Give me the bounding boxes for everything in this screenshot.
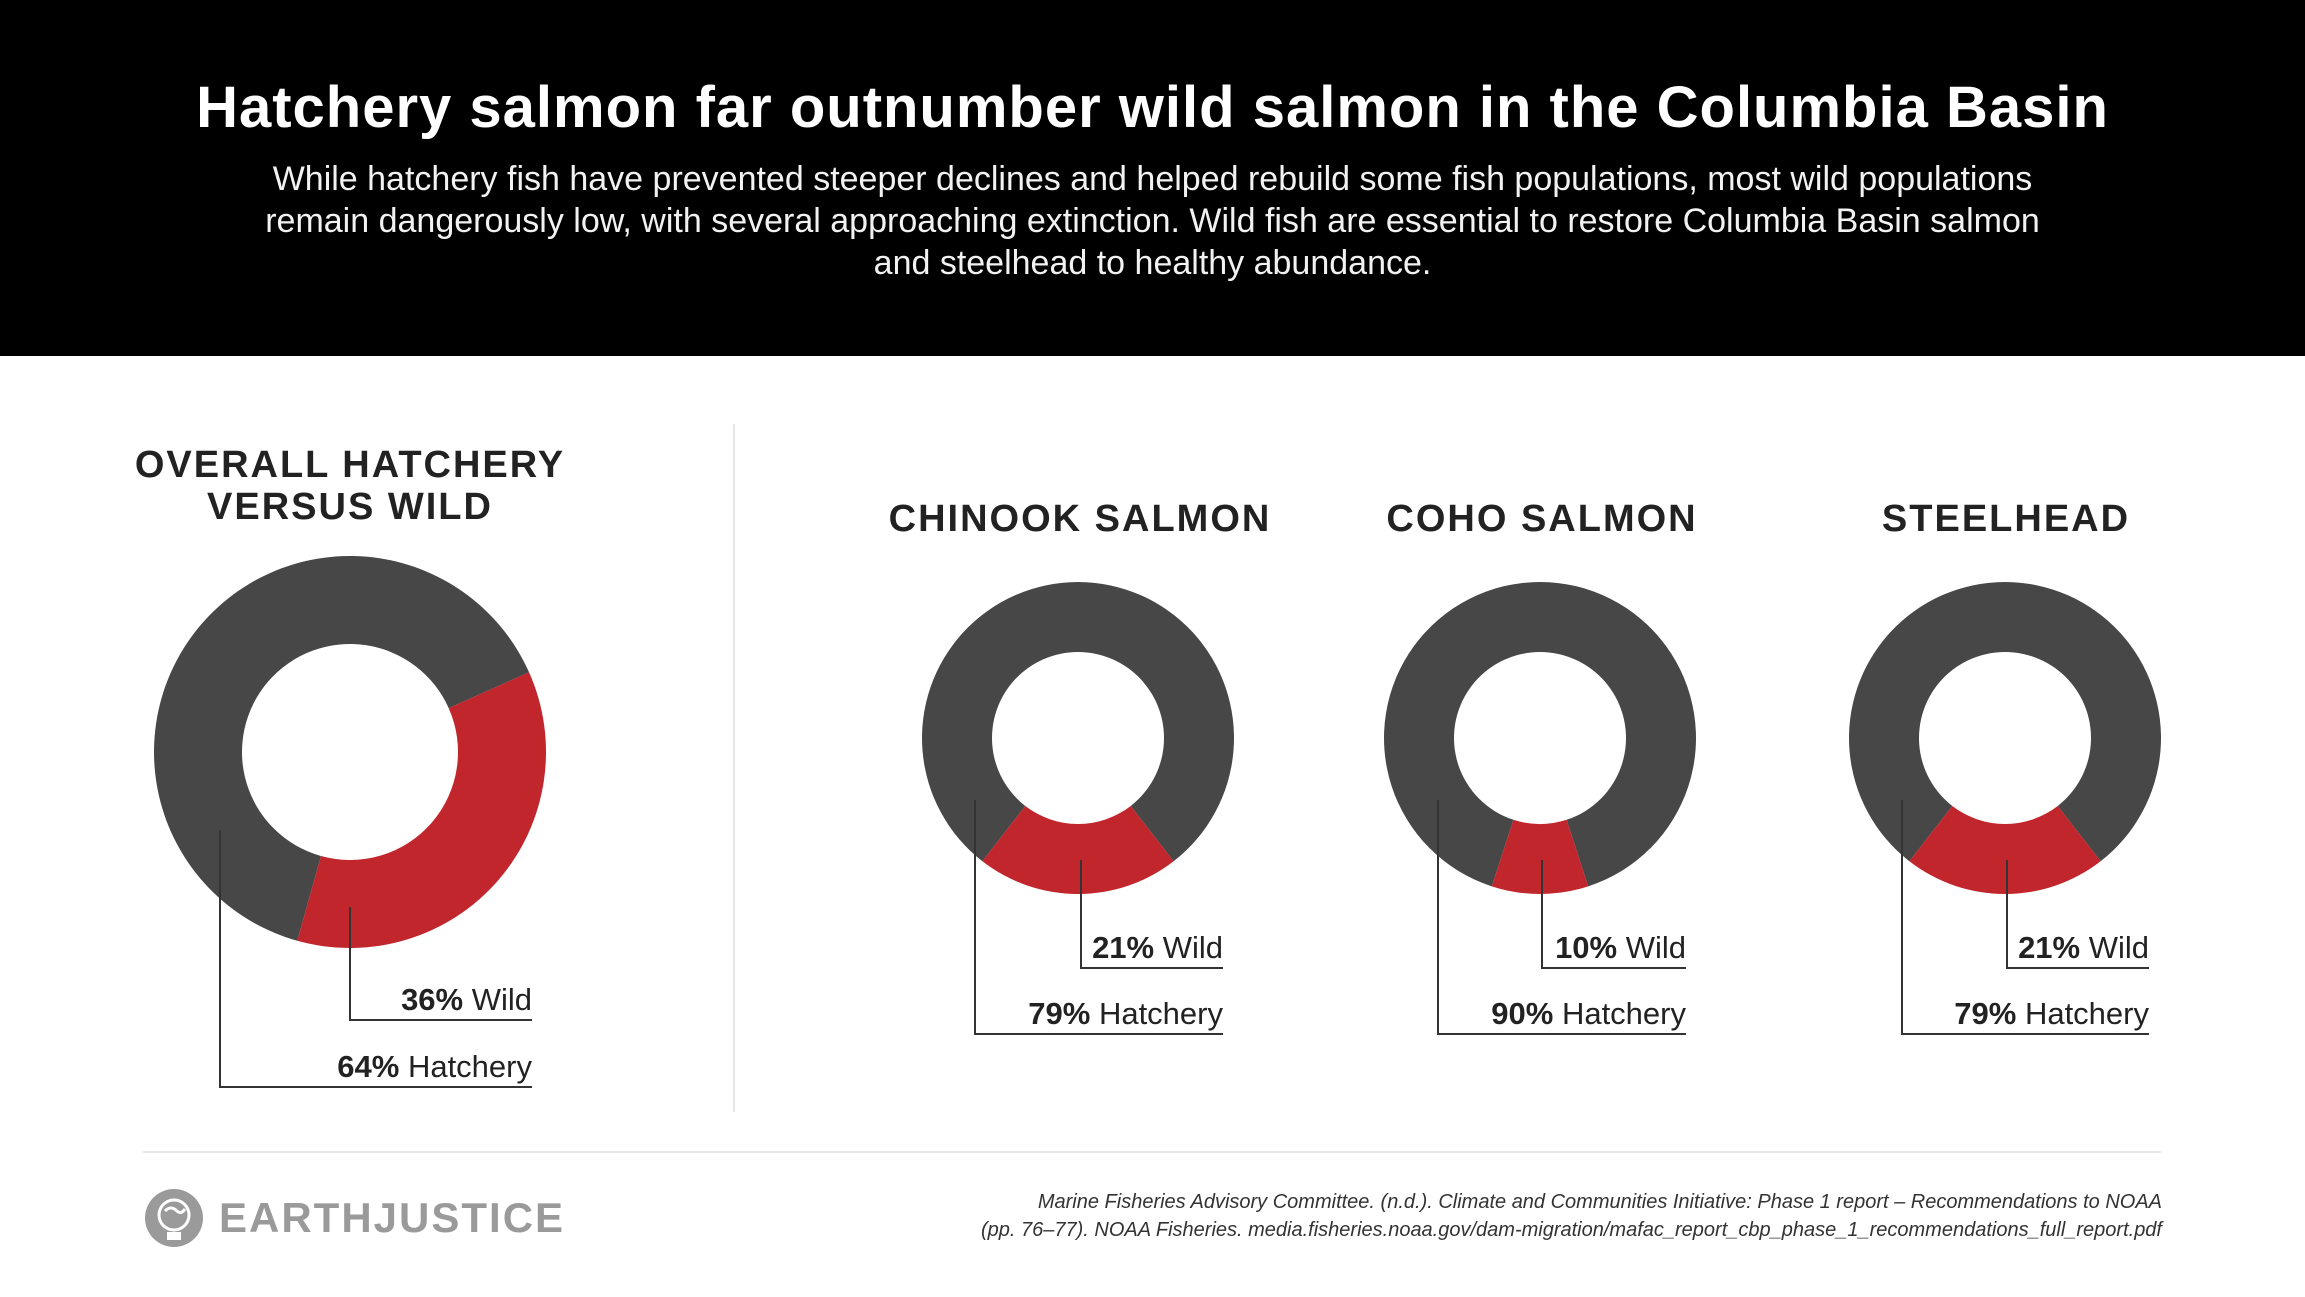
chart-3-wild-leader xyxy=(2006,860,2149,969)
header-banner: Hatchery salmon far outnumber wild salmo… xyxy=(0,0,2305,356)
source-line-1: Marine Fisheries Advisory Committee. (n.… xyxy=(1037,1191,2162,1213)
chart-0-hatchery-text: Hatchery xyxy=(399,1049,532,1084)
chart-1-hatchery-pct: 79% xyxy=(1028,996,1090,1031)
chart-title-chinook: CHINOOK SALMON xyxy=(888,498,1272,540)
chart-1-hatchery-leader xyxy=(974,800,1223,1035)
chart-1-wild-pct: 21% xyxy=(1092,930,1154,965)
chart-2-wild-slice xyxy=(1491,819,1589,894)
chart-0-wild-pct: 36% xyxy=(401,982,463,1017)
chart-0-wild-leader xyxy=(349,907,532,1021)
chart-1-wild-text: Wild xyxy=(1154,930,1223,965)
chart-0-wild-label: 36% Wild xyxy=(401,982,532,1017)
chart-1-hatchery-label: 79% Hatchery xyxy=(1028,996,1223,1031)
chart-title-steelhead: STEELHEAD xyxy=(1881,498,2131,540)
chart-0-hatchery-label: 64% Hatchery xyxy=(337,1049,532,1084)
chart-2-wild-label: 10% Wild xyxy=(1555,930,1686,965)
logo-text: EARTHJUSTICE xyxy=(219,1194,566,1241)
chart-2-hatchery-label: 90% Hatchery xyxy=(1491,996,1686,1031)
page-title: Hatchery salmon far outnumber wild salmo… xyxy=(196,75,2109,140)
chart-0-hatchery-slice xyxy=(153,555,530,941)
chart-3-hatchery-label: 79% Hatchery xyxy=(1954,996,2149,1031)
chart-2-hatchery-text: Hatchery xyxy=(1553,996,1686,1031)
source-line-2: (pp. 76–77). NOAA Fisheries. media.fishe… xyxy=(980,1219,2162,1241)
chart-title-overall-line1: OVERALL HATCHERY xyxy=(134,444,566,486)
chart-3-wild-text: Wild xyxy=(2080,930,2149,965)
chart-3-hatchery-slice xyxy=(1849,582,2161,862)
vertical-divider xyxy=(733,424,735,1112)
chart-2-hatchery-leader xyxy=(1437,800,1686,1035)
globe-icon xyxy=(145,1189,203,1247)
chart-1-wild-label: 21% Wild xyxy=(1092,930,1223,965)
chart-3-hatchery-text: Hatchery xyxy=(2016,996,2149,1031)
chart-title-coho: COHO SALMON xyxy=(1386,498,1698,540)
chart-3-hatchery-pct: 79% xyxy=(1954,996,2016,1031)
chart-0-wild-text: Wild xyxy=(463,982,532,1017)
chart-2-wild-leader xyxy=(1541,860,1686,969)
chart-0-wild-slice xyxy=(297,672,546,948)
chart-2-hatchery-slice xyxy=(1384,582,1696,887)
chart-2-hatchery-pct: 90% xyxy=(1491,996,1553,1031)
chart-1-hatchery-text: Hatchery xyxy=(1090,996,1223,1031)
footer-divider xyxy=(143,1151,2161,1153)
chart-0-hatchery-pct: 64% xyxy=(337,1049,399,1084)
chart-2-wild-text: Wild xyxy=(1617,930,1686,965)
chart-title-overall-line2: VERSUS WILD xyxy=(207,486,493,528)
source-citation: Marine Fisheries Advisory Committee. (n.… xyxy=(862,1188,2162,1244)
chart-2-wild-pct: 10% xyxy=(1555,930,1617,965)
page-subtitle: While hatchery fish have prevented steep… xyxy=(265,160,2040,282)
chart-title-overall: OVERALL HATCHERY VERSUS WILD xyxy=(110,444,590,528)
chart-3-wild-pct: 21% xyxy=(2018,930,2080,965)
chart-1-hatchery-slice xyxy=(922,582,1234,862)
chart-1-wild-slice xyxy=(982,805,1174,894)
chart-1-wild-leader xyxy=(1080,860,1223,969)
earthjustice-logo: EARTHJUSTICE xyxy=(143,1186,565,1250)
chart-3-wild-label: 21% Wild xyxy=(2018,930,2149,965)
chart-3-hatchery-leader xyxy=(1901,800,2149,1035)
chart-0-hatchery-leader xyxy=(219,830,532,1088)
chart-3-wild-slice xyxy=(1909,805,2101,895)
